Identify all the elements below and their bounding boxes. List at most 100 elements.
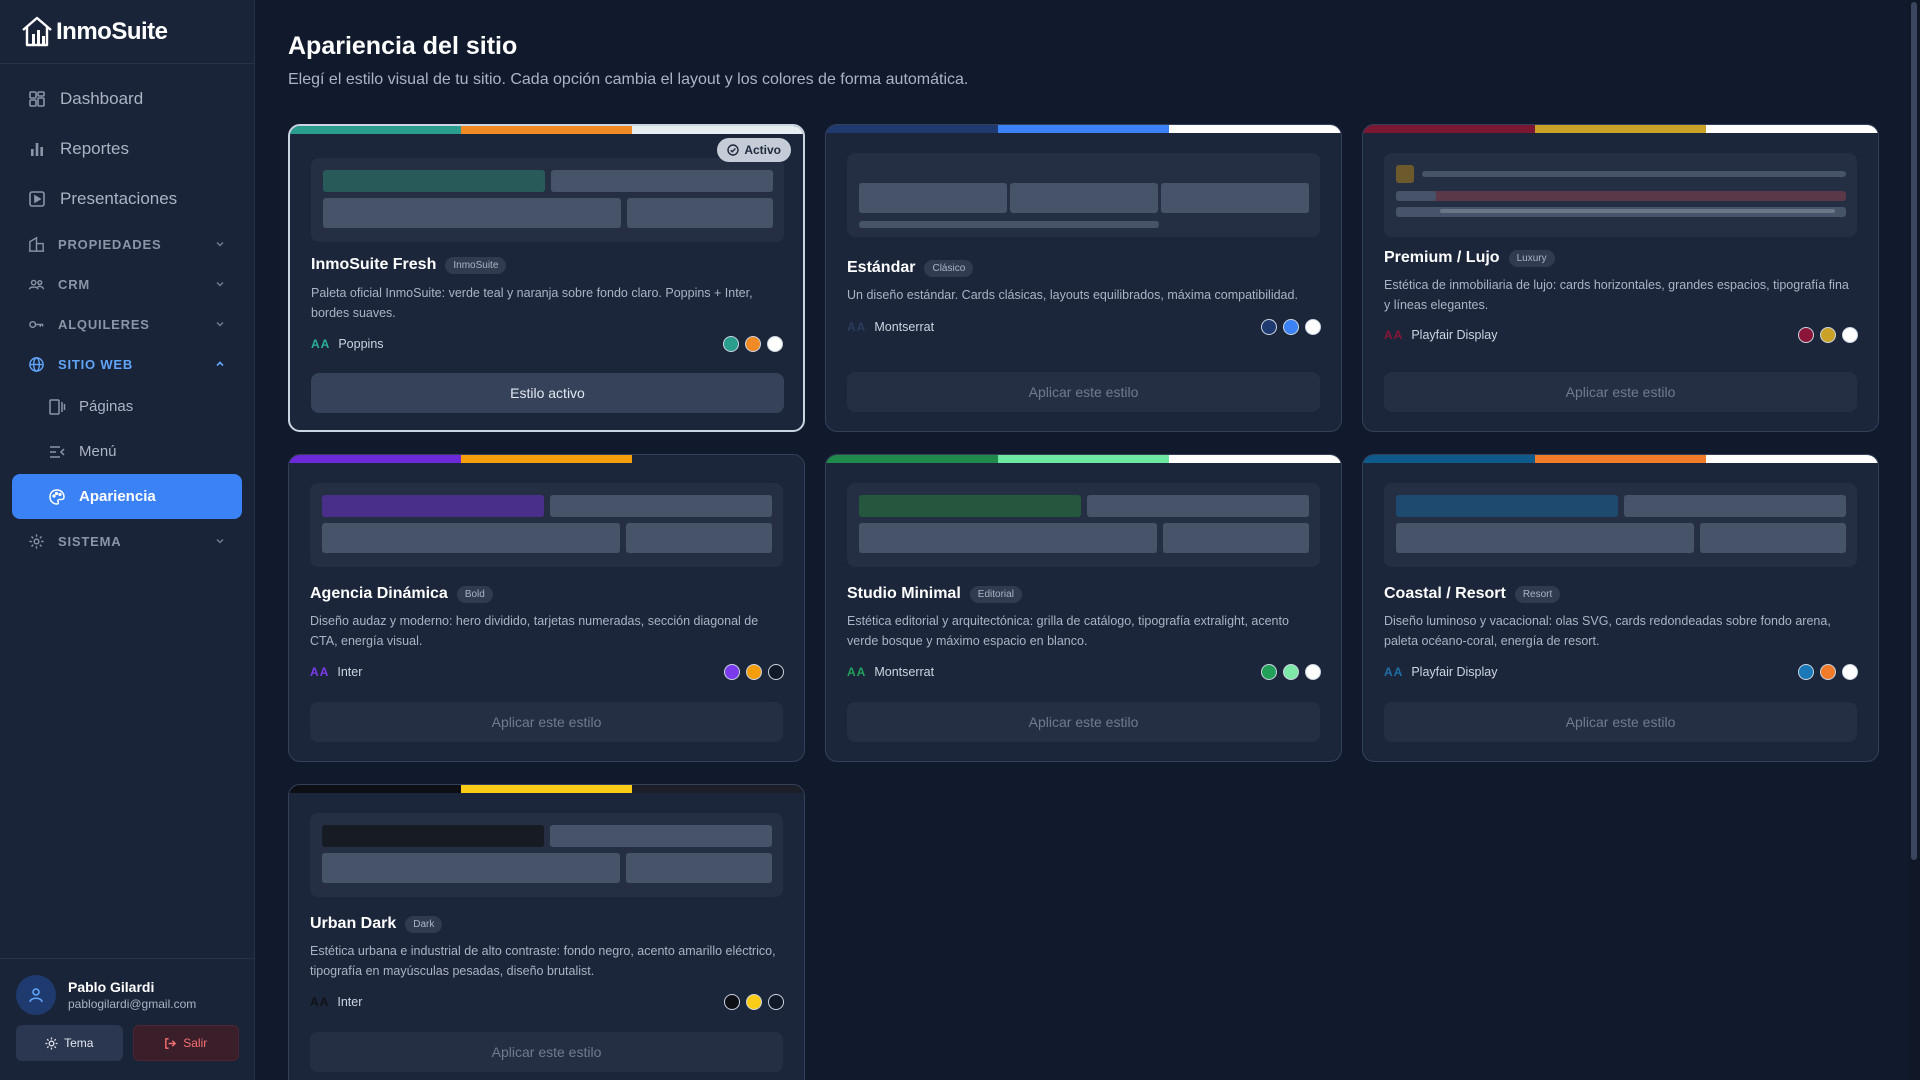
color-swatch [1305, 319, 1321, 335]
style-card-inmosuite-fresh[interactable]: Activo InmoSuite Fresh InmoSuite Paleta … [288, 124, 805, 432]
sidebar-item-label: Reportes [60, 139, 129, 158]
apply-style-button[interactable]: Aplicar este estilo [310, 702, 783, 742]
color-strip [826, 455, 1341, 463]
style-card-urban-dark[interactable]: Urban Dark Dark Estética urbana e indust… [288, 784, 805, 1080]
layout-preview [1384, 483, 1857, 567]
style-card-estandar[interactable]: Estándar Clásico Un diseño estándar. Car… [825, 124, 1342, 432]
font-sample-icon: AA [310, 665, 330, 679]
avatar[interactable] [16, 975, 56, 1015]
color-swatch [1798, 327, 1814, 343]
color-swatch [1283, 664, 1299, 680]
color-swatch [768, 994, 784, 1010]
style-card-studio-minimal[interactable]: Studio Minimal Editorial Estética editor… [825, 454, 1342, 762]
user-icon [29, 988, 43, 1003]
chevron-down-icon [216, 281, 224, 287]
section-crm[interactable]: CRM [12, 264, 242, 304]
sidebar-item-label: Menú [79, 443, 117, 460]
palette-icon [48, 488, 66, 506]
card-tag: Clásico [924, 259, 974, 277]
apply-style-button[interactable]: Aplicar este estilo [847, 702, 1320, 742]
section-sitio-web[interactable]: SITIO WEB [12, 344, 242, 384]
sidebar-item-apariencia[interactable]: Apariencia [12, 474, 242, 519]
font-sample-icon: AA [847, 320, 867, 334]
page-scrollbar[interactable] [1908, 0, 1920, 1080]
pages-icon [48, 398, 66, 416]
check-circle-icon [727, 144, 740, 156]
font-info: AA Montserrat [847, 320, 934, 334]
color-swatches [1798, 664, 1858, 680]
chevron-down-icon [216, 241, 224, 247]
logout-button[interactable]: Salir [132, 1025, 239, 1061]
sidebar-item-dashboard[interactable]: Dashboard [12, 74, 242, 124]
color-strip [1363, 125, 1878, 133]
color-swatch [1305, 664, 1321, 680]
section-label: SISTEMA [58, 533, 122, 549]
bar-chart-icon [28, 140, 46, 158]
color-strip [290, 126, 803, 134]
section-alquileres[interactable]: ALQUILERES [12, 304, 242, 344]
color-swatch [746, 994, 762, 1010]
sidebar-item-label: Presentaciones [60, 189, 178, 208]
apply-style-button[interactable]: Aplicar este estilo [847, 372, 1320, 412]
sidebar-item-paginas[interactable]: Páginas [12, 384, 242, 429]
apply-style-button[interactable]: Aplicar este estilo [1384, 702, 1857, 742]
font-info: AA Poppins [311, 337, 384, 351]
card-description: Estética editorial y arquitectónica: gri… [847, 614, 1289, 648]
card-tag: Luxury [1508, 249, 1555, 267]
scrollbar-thumb[interactable] [1911, 2, 1917, 860]
grid-icon [28, 90, 46, 108]
color-swatch [745, 336, 761, 352]
card-description: Paleta oficial InmoSuite: verde teal y n… [311, 286, 753, 320]
apply-style-button[interactable]: Aplicar este estilo [310, 1032, 783, 1072]
color-swatch [1820, 664, 1836, 680]
sidebar-item-menu[interactable]: Menú [12, 429, 242, 474]
page-subtitle: Elegí el estilo visual de tu sitio. Cada… [288, 71, 969, 88]
card-description: Diseño luminoso y vacacional: olas SVG, … [1384, 614, 1831, 648]
section-sistema[interactable]: SISTEMA [12, 521, 242, 561]
layout-preview [1384, 153, 1857, 237]
font-sample-icon: AA [847, 665, 867, 679]
card-title: Studio Minimal [847, 585, 961, 602]
font-info: AA Playfair Display [1384, 665, 1497, 679]
card-title: Premium / Lujo [1384, 249, 1500, 266]
gear-icon [28, 532, 46, 550]
active-style-button[interactable]: Estilo activo [311, 373, 784, 413]
apply-style-button[interactable]: Aplicar este estilo [1384, 372, 1857, 412]
active-badge: Activo [717, 138, 791, 162]
color-swatches [1261, 319, 1321, 335]
font-name: Montserrat [874, 665, 935, 679]
card-tag: Editorial [969, 585, 1022, 603]
color-swatch [1798, 664, 1814, 680]
card-title: Agencia Dinámica [310, 585, 448, 602]
section-propiedades[interactable]: PROPIEDADES [12, 224, 242, 264]
style-card-coastal-resort[interactable]: Coastal / Resort Resort Diseño luminoso … [1362, 454, 1879, 762]
app-logo[interactable]: InmoSuite [0, 0, 254, 64]
sidebar-item-reportes[interactable]: Reportes [12, 124, 242, 174]
chevron-up-icon [216, 361, 224, 367]
style-card-premium-lujo[interactable]: Premium / Lujo Luxury Estética de inmobi… [1362, 124, 1879, 432]
layout-preview [847, 153, 1320, 237]
sidebar-item-label: Apariencia [79, 488, 156, 505]
card-description: Diseño audaz y moderno: hero dividido, t… [310, 614, 759, 648]
font-sample-icon: AA [311, 337, 331, 351]
style-card-agencia-dinamica[interactable]: Agencia Dinámica Bold Diseño audaz y mod… [288, 454, 805, 762]
color-swatches [1798, 327, 1858, 343]
card-title: InmoSuite Fresh [311, 256, 437, 273]
color-swatches [724, 664, 784, 680]
color-strip [1363, 455, 1878, 463]
color-swatch [1283, 319, 1299, 335]
font-sample-icon: AA [1384, 665, 1404, 679]
menu-icon [48, 443, 66, 461]
layout-preview [310, 483, 783, 567]
globe-icon [28, 355, 46, 373]
theme-button[interactable]: Tema [16, 1025, 123, 1061]
color-swatch [724, 664, 740, 680]
sidebar-item-label: Dashboard [60, 89, 144, 108]
card-description: Un diseño estándar. Cards clásicas, layo… [847, 288, 1298, 302]
section-label: ALQUILERES [58, 316, 150, 332]
sidebar-item-presentaciones[interactable]: Presentaciones [12, 174, 242, 224]
font-name: Playfair Display [1411, 665, 1498, 679]
color-swatch [1842, 327, 1858, 343]
card-title: Urban Dark [310, 915, 397, 932]
layout-preview [847, 483, 1320, 567]
